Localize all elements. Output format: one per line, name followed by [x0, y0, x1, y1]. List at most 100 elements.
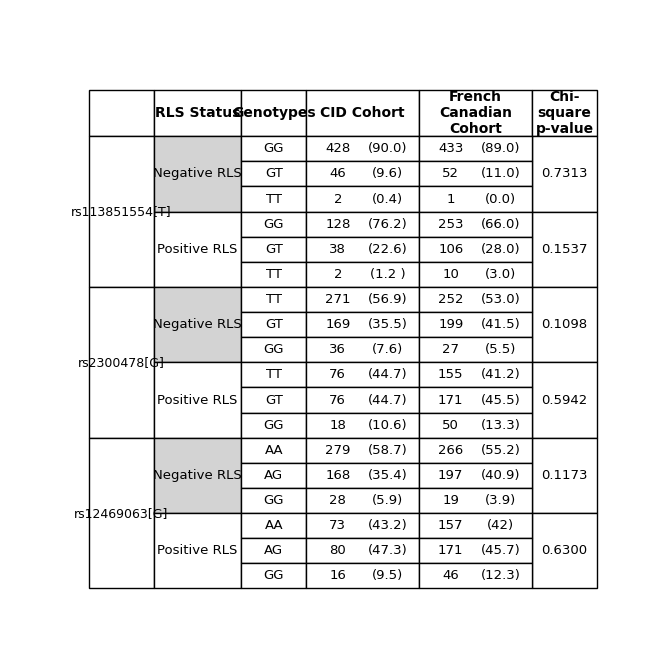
Text: 2: 2	[334, 193, 342, 205]
Bar	[419, 538, 532, 564]
Text: TT: TT	[266, 368, 282, 382]
Bar	[242, 413, 306, 438]
Text: Negative RLS: Negative RLS	[153, 318, 242, 331]
Text: 271: 271	[325, 293, 351, 306]
Bar	[242, 388, 306, 413]
Text: French
Canadian
Cohort: French Canadian Cohort	[439, 90, 512, 137]
Bar	[419, 187, 532, 211]
Text: (56.9): (56.9)	[368, 293, 407, 306]
Bar	[306, 338, 419, 362]
Text: (47.3): (47.3)	[367, 544, 407, 558]
Bar	[532, 362, 597, 438]
Text: (28.0): (28.0)	[480, 243, 520, 255]
Bar	[532, 438, 597, 513]
Text: 46: 46	[329, 167, 346, 180]
Bar	[306, 136, 419, 161]
Bar	[154, 136, 242, 211]
Text: 36: 36	[329, 344, 347, 356]
Bar	[419, 211, 532, 237]
Text: 0.1173: 0.1173	[541, 469, 587, 482]
Text: Chi-
square
p-value: Chi- square p-value	[535, 90, 593, 137]
Bar	[306, 161, 419, 187]
Text: 433: 433	[438, 142, 464, 155]
Text: GG: GG	[264, 570, 284, 582]
Bar	[242, 211, 306, 237]
Text: (45.7): (45.7)	[480, 544, 520, 558]
Text: TT: TT	[266, 293, 282, 306]
Bar	[532, 287, 597, 362]
Text: 76: 76	[329, 394, 347, 407]
Text: 50: 50	[442, 419, 459, 432]
Text: rs2300478[G]: rs2300478[G]	[78, 356, 165, 369]
Text: 197: 197	[438, 469, 464, 482]
Bar	[306, 187, 419, 211]
Bar	[154, 211, 242, 287]
Bar	[89, 438, 154, 588]
Bar	[306, 362, 419, 388]
Text: (5.5): (5.5)	[484, 344, 516, 356]
Bar	[242, 513, 306, 538]
Text: GT: GT	[265, 318, 282, 331]
Bar	[242, 338, 306, 362]
Bar	[89, 136, 154, 287]
Text: 2: 2	[334, 268, 342, 281]
Bar	[306, 564, 419, 588]
Text: (5.9): (5.9)	[372, 494, 403, 507]
Text: 0.5942: 0.5942	[541, 394, 587, 407]
Text: 38: 38	[329, 243, 347, 255]
Bar	[89, 287, 154, 438]
Bar	[419, 312, 532, 338]
Bar	[306, 488, 419, 513]
Text: Positive RLS: Positive RLS	[157, 544, 237, 558]
Text: GG: GG	[264, 419, 284, 432]
Bar	[306, 463, 419, 488]
Bar	[419, 338, 532, 362]
Text: RLS Status: RLS Status	[155, 106, 240, 120]
Text: 253: 253	[438, 217, 464, 231]
Text: GT: GT	[265, 243, 282, 255]
Text: (45.5): (45.5)	[480, 394, 520, 407]
Bar	[306, 538, 419, 564]
Bar	[419, 262, 532, 287]
Text: 46: 46	[442, 570, 459, 582]
Bar	[419, 463, 532, 488]
Text: GG: GG	[264, 494, 284, 507]
Bar	[306, 287, 419, 312]
Bar	[419, 513, 532, 538]
Text: Negative RLS: Negative RLS	[153, 469, 242, 482]
Bar	[306, 211, 419, 237]
Text: 266: 266	[438, 444, 464, 457]
Text: GG: GG	[264, 142, 284, 155]
Bar	[242, 237, 306, 262]
Text: AA: AA	[264, 444, 283, 457]
Text: AA: AA	[264, 519, 283, 532]
Text: (42): (42)	[487, 519, 514, 532]
Bar	[242, 463, 306, 488]
Text: 18: 18	[329, 419, 347, 432]
Text: (1.2 ): (1.2 )	[370, 268, 405, 281]
Bar	[89, 90, 154, 136]
Text: GT: GT	[265, 394, 282, 407]
Bar	[419, 388, 532, 413]
Text: (41.5): (41.5)	[480, 318, 520, 331]
Bar	[154, 90, 242, 136]
Text: TT: TT	[266, 268, 282, 281]
Bar	[306, 388, 419, 413]
Text: (13.3): (13.3)	[480, 419, 520, 432]
Text: 80: 80	[329, 544, 346, 558]
Text: (3.9): (3.9)	[485, 494, 516, 507]
Text: Negative RLS: Negative RLS	[153, 167, 242, 180]
Text: Genotypes: Genotypes	[232, 106, 316, 120]
Text: AG: AG	[264, 469, 283, 482]
Text: (44.7): (44.7)	[368, 394, 407, 407]
Text: (9.6): (9.6)	[372, 167, 403, 180]
Bar	[242, 312, 306, 338]
Bar	[419, 438, 532, 463]
Text: 199: 199	[438, 318, 464, 331]
Bar	[419, 136, 532, 161]
Text: 27: 27	[442, 344, 459, 356]
Bar	[242, 564, 306, 588]
Text: (7.6): (7.6)	[372, 344, 403, 356]
Bar	[242, 187, 306, 211]
Bar	[306, 90, 419, 136]
